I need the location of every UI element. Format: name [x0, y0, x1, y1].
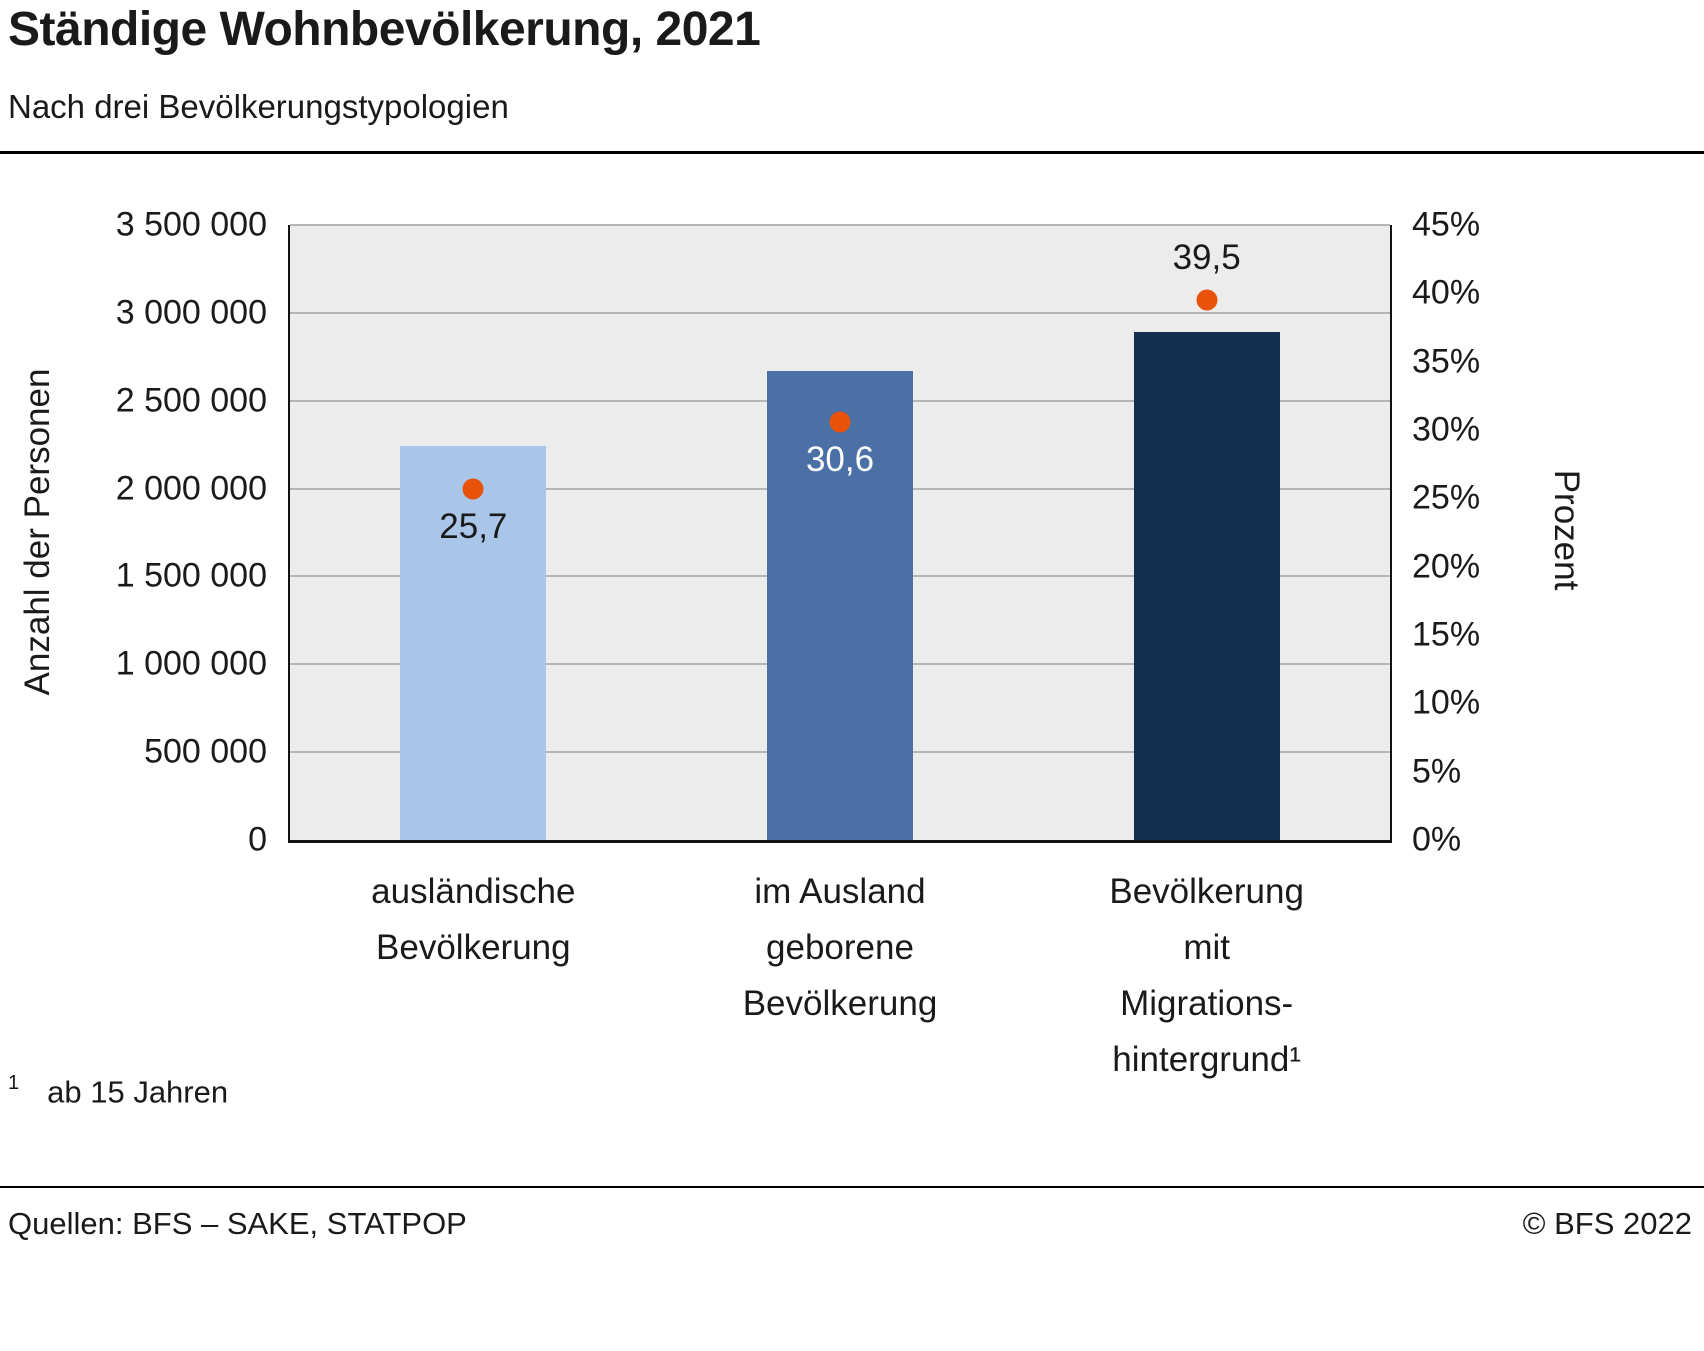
left-axis-title: Anzahl der Personen — [18, 368, 57, 696]
value-label: 39,5 — [1172, 238, 1241, 278]
left-tick-label: 500 000 — [144, 732, 267, 771]
header-divider — [0, 151, 1704, 154]
percent-dot — [1196, 289, 1218, 311]
footnote-marker: 1 — [8, 1072, 20, 1094]
right-tick-label: 0% — [1412, 820, 1462, 859]
right-tick-label: 5% — [1412, 752, 1462, 791]
footer-divider — [0, 1186, 1704, 1188]
bar — [767, 370, 913, 840]
right-tick-label: 30% — [1412, 410, 1481, 449]
right-tick-label: 15% — [1412, 615, 1481, 654]
bar — [400, 446, 547, 840]
plot-area: 25,7 30,6 39,5 — [290, 224, 1390, 840]
left-tick-label: 3 500 000 — [115, 205, 267, 244]
left-tick-label: 3 000 000 — [115, 293, 267, 332]
left-tick-label: 1 000 000 — [115, 644, 267, 683]
right-axis-line — [1390, 225, 1392, 842]
left-axis-line — [288, 225, 290, 842]
right-tick-label: 10% — [1412, 683, 1481, 722]
left-tick-label: 0 — [248, 820, 267, 859]
right-axis-ticks: 0% 5% 10% 15% 20% 25% 30% 35% 40% 45% — [1412, 206, 1632, 859]
percent-dot — [829, 411, 851, 433]
left-tick-label: 2 000 000 — [115, 469, 267, 508]
page-title: Ständige Wohnbevölkerung, 2021 — [8, 3, 761, 56]
page-subtitle: Nach drei Bevölkerungstypologien — [8, 88, 509, 125]
copyright-note: © BFS 2022 — [1522, 1206, 1692, 1241]
category-label: ausländische Bevölkerung — [371, 872, 576, 967]
left-tick-label: 1 500 000 — [115, 556, 267, 595]
right-tick-label: 40% — [1412, 273, 1481, 312]
bar — [1133, 332, 1280, 840]
right-tick-label: 45% — [1412, 205, 1481, 244]
gridline — [290, 224, 1390, 226]
category-label: Bevölkerung mit Migrations- hintergrund¹ — [1109, 872, 1304, 1079]
category-labels: ausländische Bevölkerung im Ausland gebor… — [290, 864, 1390, 1079]
value-label: 30,6 — [805, 439, 875, 479]
category-label: im Ausland geborene Bevölkerung — [742, 872, 938, 1023]
gridline — [290, 311, 1390, 314]
footnote: 1 ab 15 Jahren — [8, 1072, 229, 1110]
right-tick-label: 20% — [1412, 547, 1481, 586]
source-note: Quellen: BFS – SAKE, STATPOP — [8, 1206, 467, 1241]
left-axis-ticks: 0 500 000 1 000 000 1 500 000 2 000 000 2 500… — [55, 206, 267, 859]
right-tick-label: 25% — [1412, 478, 1481, 517]
footnote-text: ab 15 Jahren — [47, 1074, 229, 1110]
right-tick-label: 35% — [1412, 342, 1481, 381]
left-tick-label: 2 500 000 — [115, 381, 267, 420]
x-axis-line — [288, 840, 1392, 843]
percent-dot — [462, 478, 484, 500]
value-label: 25,7 — [439, 506, 508, 546]
